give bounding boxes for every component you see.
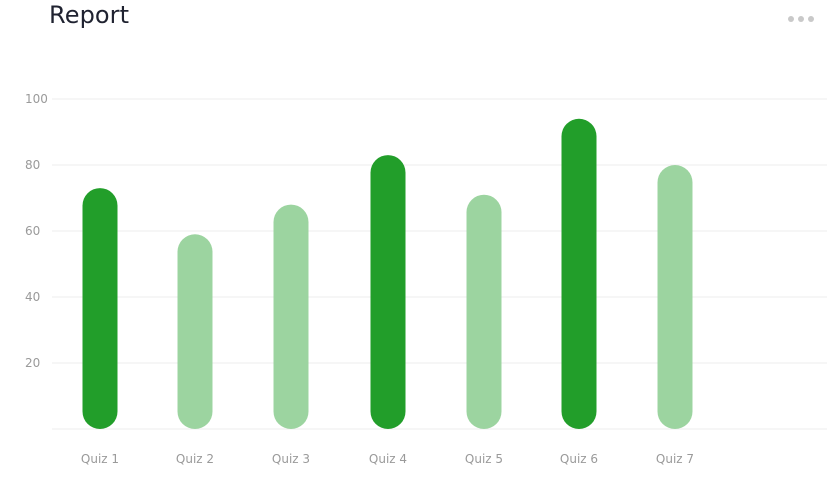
x-tick-label: Quiz 5 [465, 452, 503, 466]
bar-quiz-1[interactable] [82, 188, 118, 429]
x-tick-label: Quiz 3 [272, 452, 310, 466]
bar-quiz-2[interactable] [177, 234, 213, 429]
chart-title: Report [49, 1, 130, 29]
bar-quiz-3[interactable] [273, 204, 309, 429]
x-tick-label: Quiz 7 [656, 452, 694, 466]
x-tick-label: Quiz 6 [560, 452, 598, 466]
dot [808, 16, 814, 22]
y-tick-label: 20 [25, 356, 40, 370]
x-tick-label: Quiz 2 [176, 452, 214, 466]
more-horizontal-icon[interactable] [788, 14, 820, 24]
bar-quiz-4[interactable] [370, 155, 406, 429]
y-tick-label: 100 [25, 92, 48, 106]
bar-quiz-5[interactable] [466, 194, 502, 429]
bar-quiz-6[interactable] [561, 118, 597, 430]
x-tick-label: Quiz 1 [81, 452, 119, 466]
dot [798, 16, 804, 22]
y-tick-label: 40 [25, 290, 40, 304]
dot [788, 16, 794, 22]
bar-quiz-7[interactable] [657, 165, 693, 429]
x-tick-label: Quiz 4 [369, 452, 407, 466]
y-tick-label: 80 [25, 158, 40, 172]
y-tick-label: 60 [25, 224, 40, 238]
